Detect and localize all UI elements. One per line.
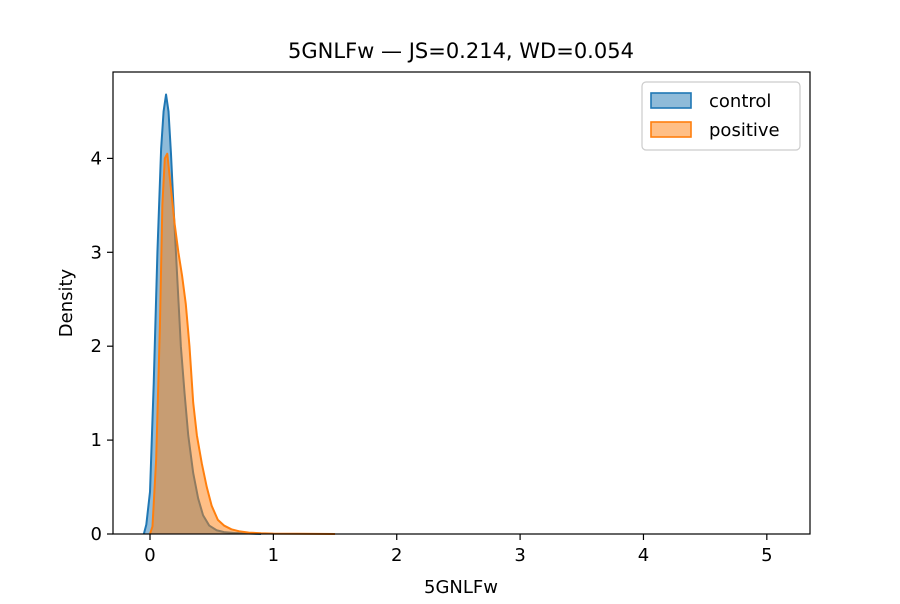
y-tick-label-0: 0 xyxy=(91,524,102,545)
x-tick-label-0: 0 xyxy=(144,545,155,566)
x-tick-label-4: 4 xyxy=(638,545,649,566)
y-tick-label-2: 2 xyxy=(91,336,102,357)
y-tick-label-1: 1 xyxy=(91,430,102,451)
y-axis-title: Density xyxy=(56,268,77,337)
legend-swatch-positive xyxy=(650,121,692,138)
legend: control positive xyxy=(641,81,801,151)
legend-label-positive: positive xyxy=(709,120,780,141)
axes: 0 1 2 3 4 5 0 1 2 3 4 xyxy=(91,71,811,566)
legend-label-control: control xyxy=(709,91,771,112)
axes-frame xyxy=(112,71,811,535)
plot-area xyxy=(142,93,336,535)
x-tick-label-3: 3 xyxy=(514,545,525,566)
x-axis-title: 5GNLFw xyxy=(424,577,498,598)
x-tick-label-2: 2 xyxy=(391,545,402,566)
legend-swatch-control xyxy=(650,92,692,109)
series-positive-area xyxy=(150,153,336,534)
y-tick-label-3: 3 xyxy=(91,242,102,263)
chart-title: 5GNLFw — JS=0.214, WD=0.054 xyxy=(288,39,634,63)
series-positive-line xyxy=(149,152,336,535)
x-tick-label-1: 1 xyxy=(268,545,279,566)
y-tick-label-4: 4 xyxy=(91,148,102,169)
x-tick-label-5: 5 xyxy=(761,545,772,566)
